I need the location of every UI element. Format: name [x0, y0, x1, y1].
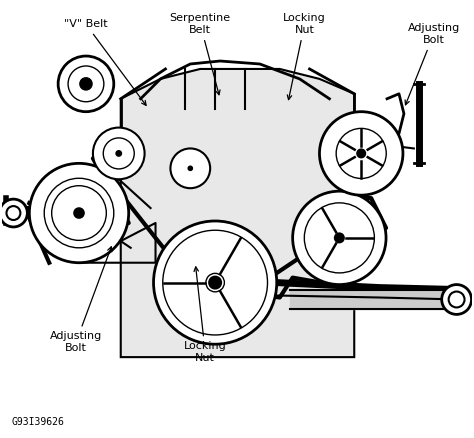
Circle shape	[304, 203, 374, 273]
Circle shape	[319, 112, 403, 195]
Circle shape	[292, 191, 386, 285]
Circle shape	[59, 193, 99, 233]
Circle shape	[206, 273, 224, 292]
Circle shape	[163, 230, 267, 335]
Text: Adjusting
Bolt: Adjusting Bolt	[50, 247, 112, 353]
Circle shape	[336, 128, 386, 178]
Circle shape	[449, 292, 465, 307]
Circle shape	[171, 148, 210, 188]
Circle shape	[335, 233, 344, 243]
Circle shape	[29, 163, 129, 263]
Circle shape	[357, 149, 365, 158]
Circle shape	[209, 276, 221, 289]
Circle shape	[103, 138, 134, 169]
Circle shape	[44, 178, 114, 248]
Text: "V" Belt: "V" Belt	[64, 19, 146, 106]
Circle shape	[442, 285, 472, 314]
Text: G93I39626: G93I39626	[11, 417, 64, 427]
Circle shape	[68, 66, 104, 102]
Circle shape	[7, 206, 20, 220]
Polygon shape	[121, 69, 354, 357]
Circle shape	[0, 199, 27, 227]
Circle shape	[154, 221, 277, 344]
Circle shape	[52, 186, 106, 240]
Text: Locking
Nut: Locking Nut	[283, 14, 326, 100]
Text: Serpentine
Belt: Serpentine Belt	[170, 14, 231, 95]
Circle shape	[188, 166, 192, 170]
Circle shape	[80, 78, 92, 90]
Circle shape	[74, 208, 84, 218]
Text: Locking
Nut: Locking Nut	[184, 267, 227, 363]
Circle shape	[116, 151, 121, 156]
Circle shape	[93, 127, 145, 179]
Text: Adjusting
Bolt: Adjusting Bolt	[405, 23, 460, 105]
Circle shape	[58, 56, 114, 112]
